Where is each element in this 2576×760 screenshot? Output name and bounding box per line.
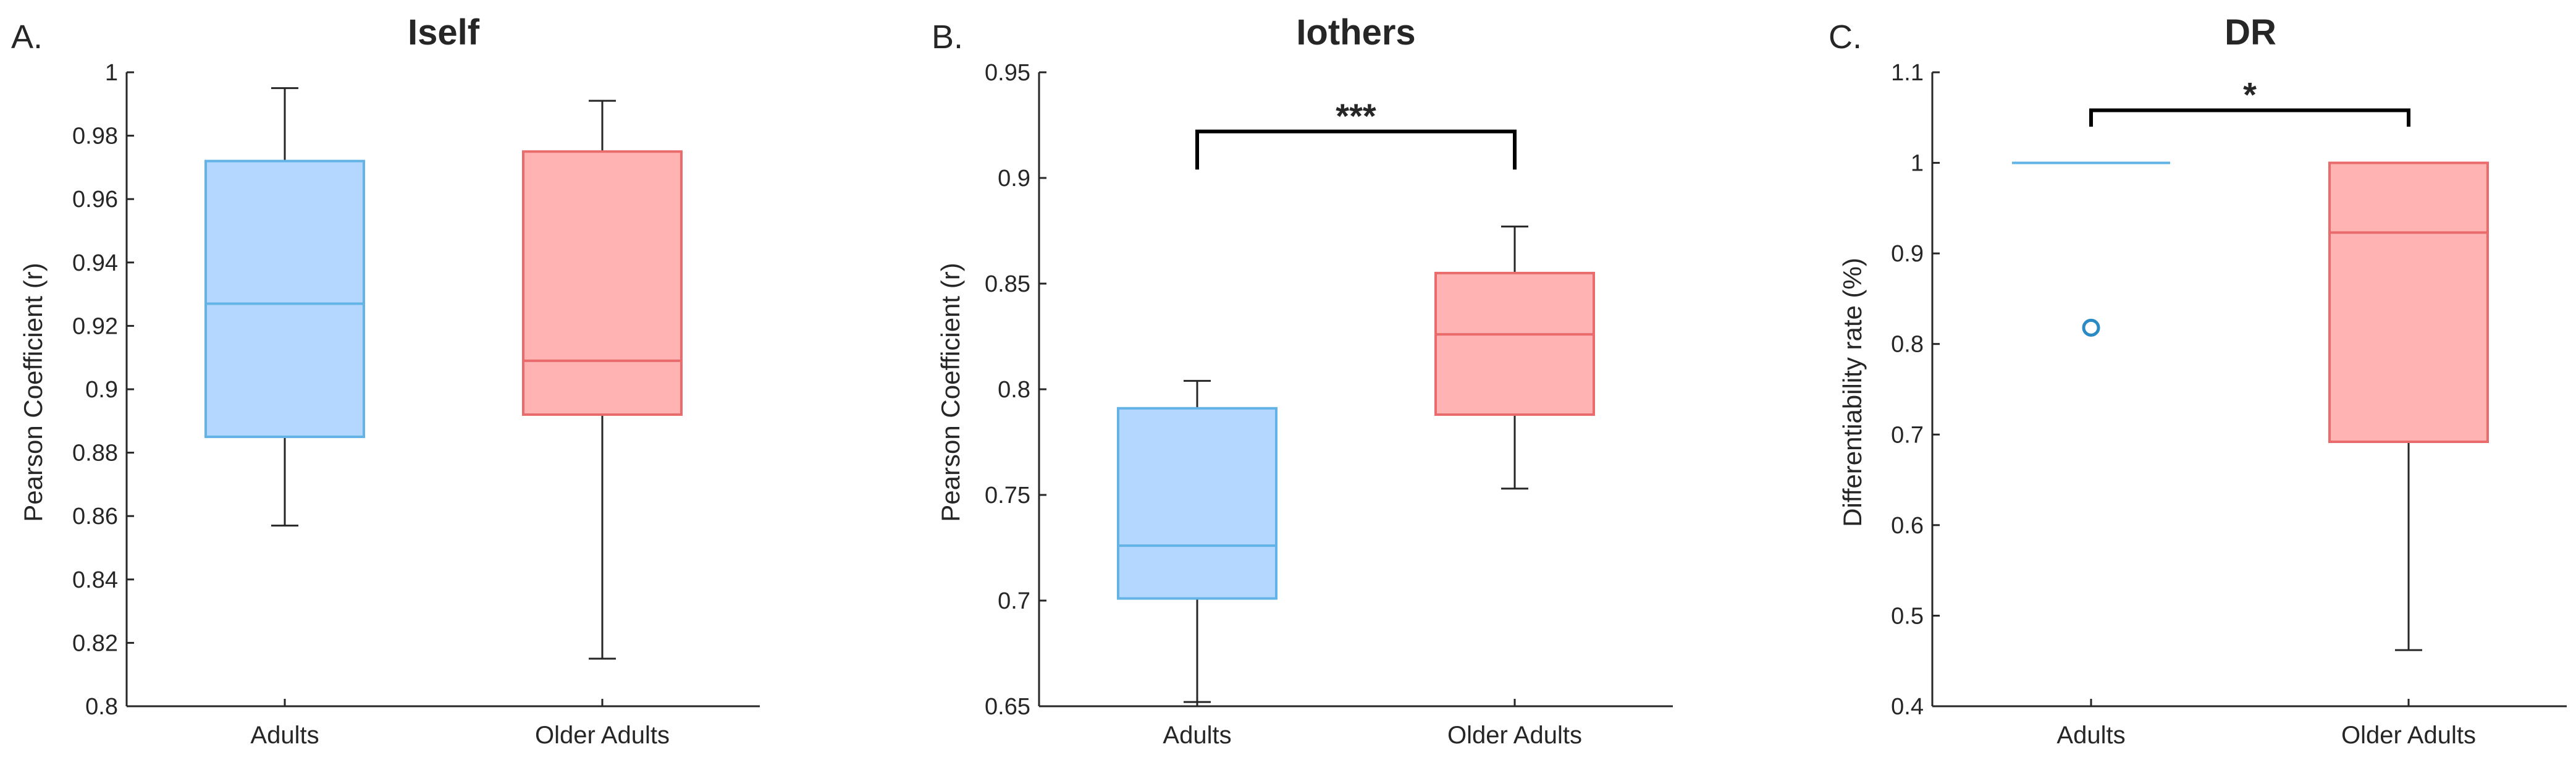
- panel-b-y-tick-label: 0.85: [985, 271, 1030, 297]
- panel-b-y-tick-label: 0.8: [998, 377, 1030, 403]
- panel-b-title: Iothers: [1296, 12, 1415, 53]
- panel-b-older-adults-box: [1434, 271, 1595, 416]
- panel-c-y-tick-label: 0.9: [1891, 241, 1924, 267]
- panel-a-letter: A.: [11, 19, 43, 56]
- panel-b-adults-box: [1117, 407, 1277, 600]
- panel-a-y-tick-label: 0.84: [72, 567, 118, 593]
- panel-a-x-tick-label-older-adults: Older Adults: [535, 722, 670, 749]
- panel-a-y-tick-label: 1: [105, 60, 118, 86]
- panel-a-y-tick-label: 0.86: [72, 504, 118, 530]
- panel-c-y-tick-label: 0.5: [1891, 603, 1924, 629]
- panel-c-y-tick-label: 0.6: [1891, 513, 1924, 539]
- panel-b-y-tick-label: 0.75: [985, 483, 1030, 509]
- panel-a: A. Iself Pearson Coefficient (r) 0.8 0.82…: [11, 12, 760, 749]
- panel-c-x-tick-label-adults: Adults: [2056, 722, 2125, 749]
- panel-b-marks: 0.65 0.7 0.75 0.8 0.85 0.9 0.95 ***: [985, 60, 1673, 720]
- panel-c-y-axis-label: Differentiability rate (%): [1838, 258, 1867, 527]
- panel-c-y-tick-label: 0.4: [1891, 694, 1924, 720]
- panel-a-y-tick-label: 0.92: [72, 313, 118, 339]
- panel-c-y-tick-label: 0.8: [1891, 332, 1924, 358]
- panel-b: B. Iothers Pearson Coefficient (r) 0.650…: [932, 12, 1673, 749]
- panel-a-y-tick-label: 0.82: [72, 630, 118, 656]
- panel-c: C. DR Differentiability rate (%) 0.40.50…: [1829, 12, 2567, 749]
- panel-c-letter: C.: [1829, 19, 1862, 56]
- panel-c-significance-label: *: [2243, 75, 2257, 114]
- panel-b-y-axis-label: Pearson Coefficient (r): [936, 263, 965, 521]
- panel-a-y-tick-label: 0.98: [72, 124, 118, 150]
- panel-a-x-tick-label-adults: Adults: [250, 722, 319, 749]
- panel-c-significance-bracket: [2089, 108, 2410, 127]
- panel-a-older-adults-box: [522, 150, 683, 416]
- panel-c-marks: 0.4 0.5 0.6 0.7 0.8 0.9 1 1.1 *: [1891, 60, 2567, 720]
- panel-b-letter: B.: [932, 19, 963, 56]
- panel-a-adults-box: [204, 159, 365, 438]
- panel-c-x-tick-label-older-adults: Older Adults: [2341, 722, 2476, 749]
- panel-c-y-tick-label: 1: [1911, 151, 1924, 177]
- panel-b-significance-bracket: [1195, 129, 1517, 170]
- panel-b-y-tick-label: 0.95: [985, 60, 1030, 86]
- panel-c-adults-outlier: [2082, 318, 2100, 337]
- panel-c-y-tick-label: 1.1: [1891, 60, 1924, 86]
- panel-c-older-adults-box: [2328, 161, 2489, 444]
- panel-a-marks: 0.8 0.82 0.84 0.86 0.88 0.9 0.92 0.94 0.96 0.98 1: [72, 60, 760, 720]
- panel-c-title: DR: [2225, 12, 2276, 53]
- panel-a-y-axis-label: Pearson Coefficient (r): [19, 263, 48, 521]
- panel-a-title: Iself: [408, 12, 480, 53]
- panel-b-significance-label: ***: [1336, 96, 1376, 135]
- panel-b-y-tick-label: 0.65: [985, 694, 1030, 720]
- panel-b-y-tick-label: 0.9: [998, 166, 1030, 192]
- panel-a-y-tick-label: 0.88: [72, 441, 118, 467]
- panel-c-y-tick-label: 0.7: [1891, 422, 1924, 448]
- panel-b-y-tick-label: 0.7: [998, 588, 1030, 614]
- panel-a-y-tick-label: 0.96: [72, 187, 118, 213]
- panel-b-x-tick-label-adults: Adults: [1163, 722, 1231, 749]
- panel-a-y-tick-label: 0.94: [72, 250, 118, 276]
- panel-a-y-tick-label: 0.9: [85, 377, 118, 403]
- panel-b-x-tick-label-older-adults: Older Adults: [1447, 722, 1582, 749]
- panel-a-y-tick-label: 0.8: [85, 694, 118, 720]
